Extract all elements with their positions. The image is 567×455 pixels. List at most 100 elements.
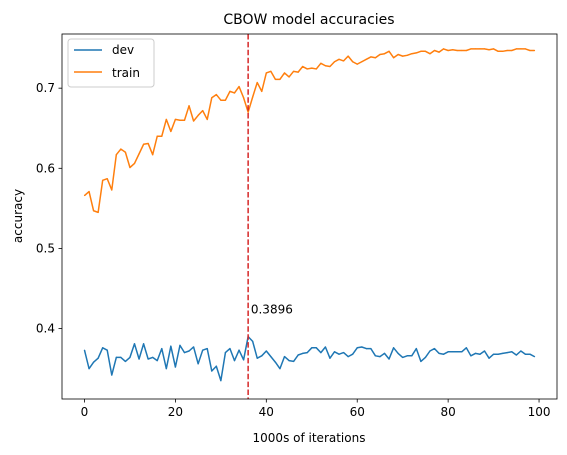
data-point-dev (470, 355, 472, 357)
data-point-dev (524, 353, 527, 355)
data-point-train (88, 190, 90, 193)
data-point-dev (324, 346, 327, 348)
data-point-dev (220, 380, 222, 382)
data-point-train (138, 153, 140, 155)
data-point-train (133, 162, 136, 165)
data-point-dev (342, 352, 345, 354)
data-point-dev (329, 357, 331, 359)
data-point-train (429, 53, 431, 55)
data-point-train (492, 48, 495, 50)
data-point-train (411, 53, 413, 55)
data-point-train (220, 99, 222, 101)
data-point-dev (397, 352, 399, 355)
x-tick-label: 40 (259, 405, 274, 419)
data-point-dev (283, 356, 286, 358)
series-line-dev (83, 335, 535, 382)
data-point-train (197, 114, 199, 117)
data-point-dev (361, 346, 363, 348)
data-point-train (170, 130, 172, 133)
data-point-dev (315, 347, 317, 349)
data-point-train (342, 60, 345, 62)
data-point-dev (438, 352, 440, 355)
data-point-train (370, 56, 372, 58)
data-point-dev (515, 354, 517, 356)
legend-dev-label: dev (112, 43, 134, 57)
data-point-train (306, 68, 308, 70)
data-point-train (479, 48, 481, 50)
data-point-dev (206, 348, 208, 350)
data-point-dev (520, 350, 522, 352)
legend-train-label: train (112, 66, 140, 80)
data-point-train (415, 52, 417, 54)
data-point-dev (497, 353, 499, 355)
data-point-dev (433, 348, 436, 350)
data-point-train (470, 48, 472, 50)
data-point-train (465, 49, 467, 52)
data-point-train (315, 68, 317, 70)
x-axis-label: 1000s of iterations (253, 431, 366, 445)
y-tick-label: 0.4 (36, 322, 55, 336)
data-point-train (229, 90, 231, 92)
data-point-dev (92, 361, 95, 363)
data-point-train (402, 55, 404, 57)
data-point-dev (511, 351, 513, 353)
data-point-dev (442, 353, 445, 355)
data-point-dev (274, 361, 277, 363)
data-point-dev (452, 351, 454, 353)
data-point-train (124, 151, 127, 153)
data-point-dev (224, 352, 227, 354)
x-tick-label: 0 (81, 405, 89, 419)
data-point-dev (202, 349, 204, 351)
data-point-dev (215, 365, 217, 367)
data-point-train (497, 50, 499, 52)
data-point-train (529, 49, 531, 52)
data-point-dev (165, 368, 167, 370)
data-point-train (424, 50, 427, 52)
data-point-train (288, 76, 290, 78)
data-point-dev (115, 356, 117, 359)
data-point-dev (229, 348, 231, 350)
data-point-train (488, 49, 490, 51)
data-point-train (533, 49, 536, 52)
data-point-train (242, 97, 245, 99)
data-point-dev (347, 356, 349, 358)
data-point-train (142, 143, 145, 145)
chart-title: CBOW model accuracies (223, 12, 394, 28)
y-tick-label: 0.6 (36, 161, 55, 175)
data-point-train (111, 189, 113, 191)
data-point-dev (429, 350, 431, 352)
data-point-train (247, 111, 249, 113)
data-point-train (206, 118, 208, 121)
data-point-train (97, 211, 99, 213)
data-point-dev (383, 352, 386, 355)
data-point-train (452, 49, 454, 51)
data-point-train (329, 65, 331, 68)
data-point-dev (102, 347, 104, 349)
data-point-train (338, 58, 340, 60)
series-line-train (84, 48, 535, 214)
data-point-train (202, 110, 204, 112)
data-point-train (397, 53, 399, 56)
data-point-train (511, 49, 513, 52)
data-point-train (102, 179, 104, 181)
data-point-dev (192, 346, 195, 348)
data-point-dev (320, 352, 322, 354)
data-point-train (388, 50, 390, 52)
data-point-train (165, 118, 167, 121)
data-point-dev (461, 351, 463, 353)
data-point-train (152, 154, 154, 156)
data-point-dev (129, 356, 131, 359)
data-point-train (356, 63, 358, 65)
data-point-dev (374, 355, 377, 357)
data-point-train (238, 85, 240, 88)
data-point-train (324, 65, 327, 67)
data-point-train (297, 71, 299, 73)
data-point-dev (124, 360, 127, 363)
data-point-train (320, 62, 322, 64)
data-point-dev (302, 352, 304, 355)
data-point-train (302, 65, 304, 68)
data-point-dev (379, 356, 381, 358)
data-point-train (347, 55, 349, 57)
data-point-dev (288, 360, 290, 362)
data-point-train (433, 49, 436, 52)
